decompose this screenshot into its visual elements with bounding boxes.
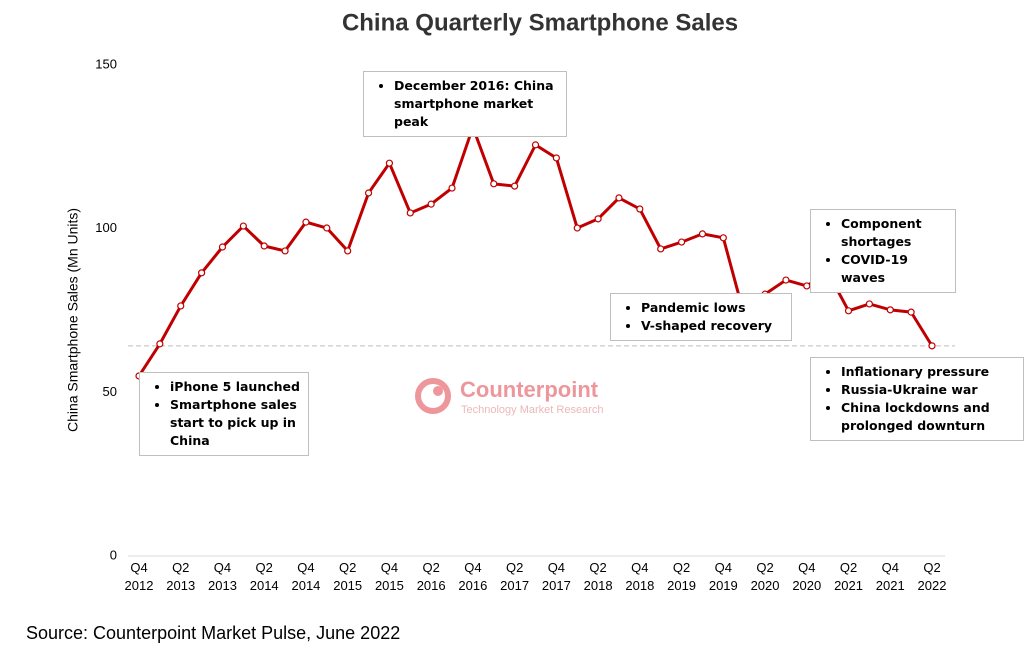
- chart-title: China Quarterly Smartphone Sales: [342, 9, 738, 36]
- data-point: [531, 141, 540, 149]
- data-point: [323, 224, 331, 232]
- data-point: [344, 247, 352, 255]
- x-tick-label: Q2 2014: [250, 560, 279, 593]
- annotation-bullet: China lockdowns and prolonged downturn: [841, 399, 1015, 435]
- data-point: [615, 194, 623, 202]
- annotation-bullet: December 2016: China smartphone market p…: [394, 77, 558, 131]
- watermark-name: Counterpoint: [460, 377, 599, 402]
- x-tick-label: Q4 2020: [792, 560, 821, 593]
- watermark-logo-dot: [433, 386, 443, 396]
- y-axis-label: China Smartphone Sales (Mn Units): [65, 208, 81, 432]
- data-point: [218, 243, 227, 251]
- data-point: [594, 215, 602, 223]
- source: Source: Counterpoint Market Pulse, June …: [26, 623, 400, 643]
- annotation-bullet: Component shortages: [841, 215, 947, 251]
- x-tick-label: Q2 2015: [333, 560, 362, 593]
- data-point: [385, 159, 394, 167]
- x-tick-label: Q4 2017: [542, 560, 571, 593]
- x-tick-label: Q2 2021: [834, 560, 863, 593]
- data-point: [302, 218, 310, 226]
- x-tick-label: Q4 2013: [208, 560, 237, 593]
- x-tick-label: Q4 2016: [458, 560, 487, 593]
- x-tick-label: Q2 2022: [918, 560, 947, 593]
- data-point: [782, 276, 790, 284]
- data-point: [865, 300, 873, 308]
- data-point: [803, 282, 811, 290]
- annotation-box: iPhone 5 launchedSmartphone sales start …: [139, 372, 309, 456]
- annotation-bullet: Inflationary pressure: [841, 363, 1015, 381]
- annotation-bullet: iPhone 5 launched: [170, 378, 300, 396]
- data-point: [511, 182, 519, 190]
- data-point: [636, 205, 644, 213]
- data-point: [198, 269, 206, 277]
- annotation-bullet: Russia-Ukraine war: [841, 381, 1015, 399]
- data-point: [928, 342, 936, 350]
- x-tick-label: Q2 2020: [751, 560, 780, 593]
- data-point: [490, 180, 498, 188]
- data-point: [156, 340, 164, 348]
- x-tick-label: Q2 2016: [417, 560, 446, 593]
- x-tick-label: Q2 2018: [584, 560, 613, 593]
- data-point: [657, 245, 665, 253]
- data-point: [844, 307, 853, 315]
- data-point: [886, 306, 894, 314]
- x-tick-label: Q4 2021: [876, 560, 905, 593]
- data-point: [448, 184, 456, 192]
- data-point: [406, 209, 414, 217]
- data-point: [698, 230, 707, 238]
- annotation-bullet: Pandemic lows: [641, 299, 783, 317]
- x-tick-label: Q2 2017: [500, 560, 529, 593]
- y-tick-label: 150: [95, 56, 117, 71]
- y-tick-label: 0: [110, 547, 117, 562]
- annotation-bullet: V-shaped recovery: [641, 317, 783, 335]
- x-tick-label: Q4 2014: [291, 560, 320, 593]
- data-point: [177, 302, 185, 310]
- data-point: [281, 247, 289, 255]
- x-tick-label: Q4 2015: [375, 560, 404, 593]
- x-tick-label: Q4 2019: [709, 560, 738, 593]
- x-tick-label: Q2 2019: [667, 560, 696, 593]
- y-tick-label: 100: [95, 220, 117, 235]
- annotation-bullet: Smartphone sales start to pick up in Chi…: [170, 396, 300, 450]
- data-point: [907, 308, 915, 316]
- annotation-bullet: COVID-19 waves: [841, 251, 947, 287]
- data-point: [573, 224, 581, 232]
- annotation-box: Component shortagesCOVID-19 waves: [810, 209, 956, 293]
- data-point: [260, 242, 268, 250]
- x-tick-label: Q4 2012: [125, 560, 154, 593]
- annotation-box: Pandemic lowsV-shaped recovery: [610, 293, 792, 341]
- annotation-box: December 2016: China smartphone market p…: [363, 71, 567, 137]
- watermark: Counterpoint Technology Market Research: [415, 377, 603, 416]
- data-point: [552, 154, 560, 162]
- watermark-logo: [415, 378, 451, 414]
- watermark-tagline: Technology Market Research: [461, 404, 603, 416]
- data-point: [364, 189, 373, 197]
- x-tick-label: Q4 2018: [625, 560, 654, 593]
- data-point: [427, 200, 435, 208]
- data-point: [719, 234, 727, 242]
- y-tick-label: 50: [103, 384, 117, 399]
- data-point: [677, 238, 686, 246]
- annotation-box: Inflationary pressureRussia-Ukraine warC…: [810, 357, 1024, 441]
- x-tick-label: Q2 2013: [166, 560, 195, 593]
- data-point: [239, 222, 247, 230]
